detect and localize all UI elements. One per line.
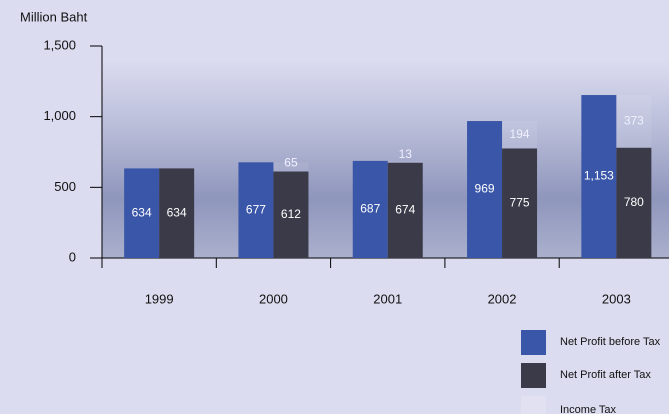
bar-income-tax bbox=[616, 95, 652, 148]
bar-before-tax bbox=[581, 95, 617, 258]
y-axis-label: Million Baht bbox=[20, 9, 88, 24]
data-label: 634 bbox=[167, 205, 187, 219]
bar-after-tax bbox=[502, 148, 538, 258]
bar-after-tax bbox=[616, 147, 652, 258]
data-label: 674 bbox=[395, 203, 415, 217]
data-label: 194 bbox=[510, 127, 530, 141]
x-tick-label: 2000 bbox=[259, 291, 288, 306]
x-tick-label: 2003 bbox=[602, 291, 631, 306]
data-label: 687 bbox=[360, 202, 380, 216]
data-label: 373 bbox=[624, 114, 644, 128]
data-label: 1,153 bbox=[584, 169, 614, 183]
bar-income-tax bbox=[502, 121, 538, 149]
x-tick-label: 1999 bbox=[145, 291, 174, 306]
y-tick-label: 1,000 bbox=[43, 108, 76, 123]
bar-after-tax bbox=[159, 168, 195, 258]
legend-label: Net Profit before Tax bbox=[560, 336, 661, 348]
legend-label: Income Tax bbox=[560, 404, 617, 414]
bar-before-tax bbox=[124, 168, 160, 258]
bar-after-tax bbox=[387, 162, 423, 258]
legend-swatch bbox=[521, 363, 546, 388]
bar-before-tax bbox=[352, 160, 388, 258]
data-label: 677 bbox=[246, 202, 266, 216]
y-tick-label: 500 bbox=[54, 179, 76, 194]
data-label: 780 bbox=[624, 195, 644, 209]
bar-income-tax bbox=[273, 162, 309, 172]
x-tick-label: 2002 bbox=[488, 291, 517, 306]
legend-swatch bbox=[521, 330, 546, 355]
legend-swatch bbox=[521, 396, 546, 414]
y-tick-label: 1,500 bbox=[43, 37, 76, 52]
x-tick-label: 2001 bbox=[373, 291, 402, 306]
data-label: 969 bbox=[475, 182, 495, 196]
bar-before-tax bbox=[467, 121, 503, 258]
bar-before-tax bbox=[238, 162, 274, 258]
data-label: 612 bbox=[281, 207, 301, 221]
data-label: 775 bbox=[510, 195, 530, 209]
data-label: 65 bbox=[284, 156, 298, 170]
legend-label: Net Profit after Tax bbox=[560, 369, 651, 381]
data-label: 634 bbox=[132, 205, 152, 219]
bar-after-tax bbox=[273, 171, 309, 258]
data-label: 13 bbox=[399, 147, 413, 161]
bar-income-tax bbox=[387, 160, 423, 163]
y-tick-label: 0 bbox=[69, 249, 76, 264]
